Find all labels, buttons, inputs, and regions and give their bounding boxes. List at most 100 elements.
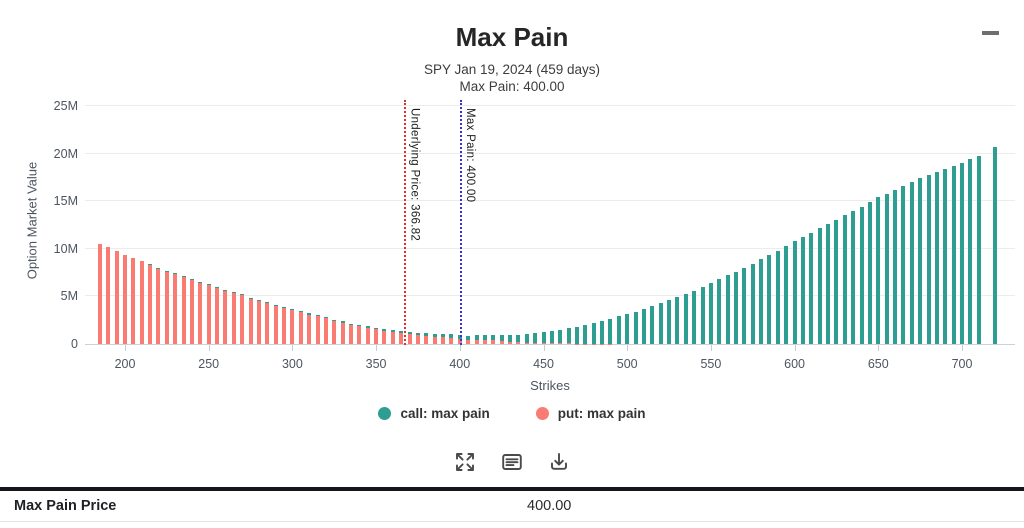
- bar-call[interactable]: [591, 323, 596, 344]
- bar-call[interactable]: [516, 334, 521, 343]
- bar-call[interactable]: [223, 290, 228, 291]
- chart-area[interactable]: Option Market Value Underlying Price: 36…: [0, 95, 1024, 400]
- bar-put[interactable]: [499, 341, 504, 344]
- bar-put[interactable]: [106, 247, 111, 344]
- bar-call[interactable]: [767, 255, 772, 344]
- bar-call[interactable]: [784, 245, 789, 344]
- bar-put[interactable]: [524, 342, 529, 344]
- bar-call[interactable]: [248, 297, 253, 299]
- bar-put[interactable]: [558, 343, 563, 344]
- bar-call[interactable]: [884, 193, 889, 344]
- bar-call[interactable]: [817, 228, 822, 344]
- bar-call[interactable]: [499, 335, 504, 342]
- bar-put[interactable]: [173, 273, 178, 344]
- bar-call[interactable]: [826, 224, 831, 344]
- bar-put[interactable]: [332, 320, 337, 344]
- bar-put[interactable]: [290, 309, 295, 344]
- bar-call[interactable]: [415, 332, 420, 336]
- bar-put[interactable]: [307, 314, 312, 344]
- bar-put[interactable]: [156, 268, 161, 344]
- bar-put[interactable]: [298, 311, 303, 344]
- bar-put[interactable]: [407, 334, 412, 344]
- bar-call[interactable]: [851, 211, 856, 344]
- bar-call[interactable]: [859, 206, 864, 344]
- legend-item-put[interactable]: put: max pain: [535, 406, 646, 421]
- bar-call[interactable]: [901, 185, 906, 344]
- bar-call[interactable]: [474, 335, 479, 341]
- bar-put[interactable]: [466, 339, 471, 344]
- bar-put[interactable]: [441, 337, 446, 344]
- bar-call[interactable]: [432, 333, 437, 337]
- bar-put[interactable]: [357, 326, 362, 344]
- bar-put[interactable]: [566, 343, 571, 344]
- bar-call[interactable]: [533, 333, 538, 343]
- bar-call[interactable]: [574, 326, 579, 344]
- bar-call[interactable]: [625, 314, 630, 344]
- bar-put[interactable]: [248, 298, 253, 344]
- bar-call[interactable]: [240, 294, 245, 295]
- bar-call[interactable]: [976, 155, 981, 344]
- bar-put[interactable]: [206, 284, 211, 344]
- bar-call[interactable]: [909, 182, 914, 344]
- bar-call[interactable]: [608, 318, 613, 344]
- bar-call[interactable]: [265, 302, 270, 304]
- bar-call[interactable]: [893, 189, 898, 344]
- bar-put[interactable]: [215, 287, 220, 344]
- bar-put[interactable]: [198, 282, 203, 344]
- bar-put[interactable]: [449, 337, 454, 344]
- bar-call[interactable]: [482, 335, 487, 341]
- bar-call[interactable]: [775, 250, 780, 344]
- bar-call[interactable]: [307, 313, 312, 315]
- bar-put[interactable]: [424, 335, 429, 344]
- bar-put[interactable]: [181, 276, 186, 344]
- bar-call[interactable]: [449, 334, 454, 338]
- bar-call[interactable]: [717, 279, 722, 344]
- bar-call[interactable]: [641, 308, 646, 344]
- bar-put[interactable]: [508, 341, 513, 344]
- bar-put[interactable]: [516, 342, 521, 344]
- bar-call[interactable]: [968, 159, 973, 344]
- bar-put[interactable]: [374, 329, 379, 344]
- bar-call[interactable]: [332, 319, 337, 321]
- bar-put[interactable]: [390, 332, 395, 344]
- bar-call[interactable]: [867, 202, 872, 344]
- bar-call[interactable]: [441, 334, 446, 338]
- bar-call[interactable]: [524, 334, 529, 343]
- bar-put[interactable]: [114, 251, 119, 344]
- bar-call[interactable]: [407, 332, 412, 335]
- bar-call[interactable]: [734, 271, 738, 344]
- bar-call[interactable]: [424, 333, 429, 336]
- bar-call[interactable]: [583, 325, 588, 344]
- bar-put[interactable]: [323, 318, 328, 344]
- bar-call[interactable]: [876, 197, 881, 344]
- bar-call[interactable]: [759, 259, 764, 344]
- bar-call[interactable]: [742, 267, 747, 344]
- bar-put[interactable]: [399, 333, 404, 344]
- bar-call[interactable]: [750, 263, 755, 344]
- bar-put[interactable]: [315, 316, 320, 344]
- bar-call[interactable]: [541, 332, 546, 344]
- annotations-list-button[interactable]: [497, 447, 527, 477]
- bar-call[interactable]: [809, 232, 814, 344]
- bar-call[interactable]: [365, 326, 370, 328]
- bar-call[interactable]: [348, 323, 353, 325]
- bar-call[interactable]: [382, 328, 387, 331]
- bar-call[interactable]: [926, 174, 931, 344]
- bar-put[interactable]: [415, 335, 420, 344]
- bar-call[interactable]: [725, 275, 730, 344]
- bar-call[interactable]: [834, 219, 839, 344]
- bar-call[interactable]: [374, 327, 379, 330]
- bar-put[interactable]: [231, 292, 236, 344]
- bar-call[interactable]: [340, 321, 345, 323]
- bar-put[interactable]: [491, 340, 496, 344]
- bar-call[interactable]: [558, 329, 563, 344]
- bar-call[interactable]: [683, 294, 688, 344]
- bar-call[interactable]: [256, 300, 261, 302]
- bar-call[interactable]: [315, 315, 320, 317]
- bar-call[interactable]: [600, 320, 605, 344]
- bar-put[interactable]: [123, 255, 127, 344]
- bar-call[interactable]: [298, 310, 303, 312]
- bar-put[interactable]: [482, 340, 487, 344]
- plot-area[interactable]: Underlying Price: 366.82 Max Pain: 400.00: [85, 100, 1015, 351]
- bar-call[interactable]: [549, 331, 554, 344]
